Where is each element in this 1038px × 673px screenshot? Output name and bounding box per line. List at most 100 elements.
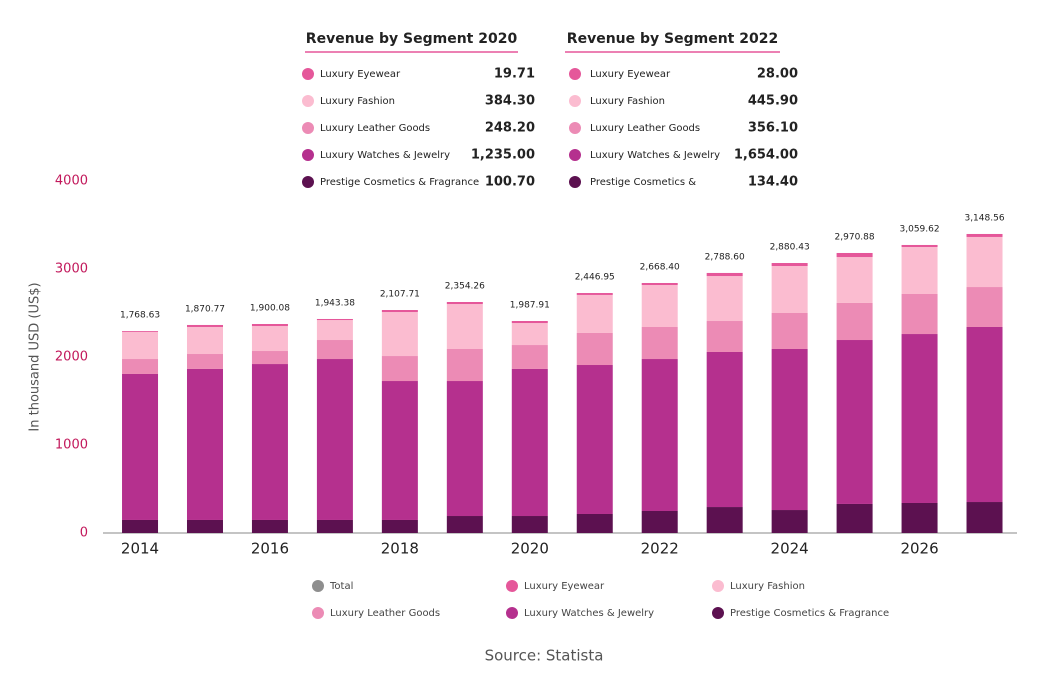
bar-segment <box>641 285 678 327</box>
table-row-value: 1,235.00 <box>471 148 535 163</box>
bar-segment <box>706 276 743 322</box>
bar-segment <box>446 348 483 382</box>
bar-segment <box>186 354 223 369</box>
table-row-value: 445.90 <box>748 94 798 109</box>
table-row-value: 134.40 <box>748 175 798 190</box>
total-label: 2,668.40 <box>640 262 680 272</box>
total-label: 2,107.71 <box>380 290 420 300</box>
total-label: 1,987.91 <box>510 301 550 311</box>
bar-segment <box>706 351 743 508</box>
table-row-name: Luxury Eyewear <box>320 69 401 80</box>
x-tick-label: 2018 <box>381 540 419 558</box>
bar-segment <box>966 233 1003 237</box>
bar-segment <box>316 318 353 321</box>
bar-segment <box>446 304 483 349</box>
bar-segment <box>122 373 159 520</box>
bar-segment <box>251 324 288 327</box>
table-title: Revenue by Segment 2022 <box>567 31 778 47</box>
legend-label: Luxury Watches & Jewelry <box>524 608 654 619</box>
table-row-name: Luxury Watches & Jewelry <box>590 150 720 161</box>
x-tick-label: 2026 <box>900 540 938 558</box>
bar-segment <box>251 364 288 520</box>
table-row-name: Luxury Leather Goods <box>320 123 430 134</box>
y-tick-label: 3000 <box>55 262 88 277</box>
bar-segment <box>901 247 938 294</box>
table-dot <box>302 122 314 134</box>
table-row-value: 356.10 <box>748 121 798 136</box>
table-dot <box>569 176 581 188</box>
bar-segment <box>316 340 353 360</box>
bar-segment <box>186 326 223 355</box>
bar-segment <box>641 326 678 360</box>
legend-dot <box>712 607 724 619</box>
table-row-value: 28.00 <box>757 67 798 82</box>
bar-segment <box>381 519 418 533</box>
bar-segment <box>771 348 808 511</box>
bar-segment <box>511 368 548 517</box>
table-dot <box>302 149 314 161</box>
table-row-value: 19.71 <box>494 67 535 82</box>
bar-segment <box>446 381 483 517</box>
bar-segment <box>836 340 873 504</box>
bar-segment <box>316 519 353 533</box>
table-title: Revenue by Segment 2020 <box>306 31 518 47</box>
bar-segment <box>576 513 613 533</box>
bar-segment <box>511 323 548 346</box>
legend-label: Luxury Eyewear <box>524 581 605 592</box>
legend-label: Luxury Fashion <box>730 581 805 592</box>
bar-segment <box>186 519 223 533</box>
bar-segment <box>186 324 223 327</box>
bar-segment <box>381 356 418 382</box>
bar-segment <box>511 516 548 533</box>
legend-label: Luxury Leather Goods <box>330 608 440 619</box>
y-tick-label: 1000 <box>55 438 88 453</box>
table-row-value: 248.20 <box>485 121 535 136</box>
table-dot <box>302 95 314 107</box>
bar-segment <box>706 272 743 277</box>
bar-segment <box>446 302 483 305</box>
bar-segment <box>641 511 678 533</box>
table-dot <box>302 176 314 188</box>
bar-segment <box>836 503 873 533</box>
y-tick-label: 4000 <box>55 174 88 189</box>
bar-segment <box>381 381 418 520</box>
x-tick-label: 2016 <box>251 540 289 558</box>
bar-segment <box>122 519 159 533</box>
bar-segment <box>966 287 1003 327</box>
legend-dot <box>506 607 518 619</box>
bar-segment <box>122 359 159 374</box>
bar-segment <box>251 326 288 352</box>
legend-dot <box>712 580 724 592</box>
total-label: 3,148.56 <box>964 213 1004 223</box>
total-label: 1,768.63 <box>120 311 160 321</box>
y-axis-label: In thousand USD (US$) <box>28 282 43 431</box>
bar-segment <box>446 516 483 533</box>
table-row-name: Prestige Cosmetics & <box>590 177 696 188</box>
bar-segment <box>706 507 743 533</box>
total-label: 1,943.38 <box>315 298 355 308</box>
x-tick-label: 2020 <box>511 540 549 558</box>
bar-segment <box>771 266 808 313</box>
bar-segment <box>836 257 873 303</box>
bar-segment <box>576 365 613 514</box>
bar-segment <box>381 310 418 313</box>
x-tick-label: 2024 <box>771 540 809 558</box>
bar-segment <box>511 345 548 369</box>
bar-segment <box>771 510 808 533</box>
total-label: 1,870.77 <box>185 304 225 314</box>
bar-segment <box>316 359 353 520</box>
bar-segment <box>251 519 288 533</box>
bar-segment <box>381 312 418 357</box>
total-label: 2,354.26 <box>445 282 485 292</box>
bar-segment <box>901 244 938 247</box>
table-dot <box>569 95 581 107</box>
bar-segment <box>122 332 159 360</box>
table-row-name: Luxury Eyewear <box>590 69 671 80</box>
total-label: 3,059.62 <box>900 224 940 234</box>
x-tick-label: 2014 <box>121 540 159 558</box>
bar-segment <box>966 502 1003 533</box>
bar-segment <box>771 313 808 349</box>
legend-dot <box>506 580 518 592</box>
table-dot <box>569 122 581 134</box>
bar-segment <box>901 334 938 503</box>
